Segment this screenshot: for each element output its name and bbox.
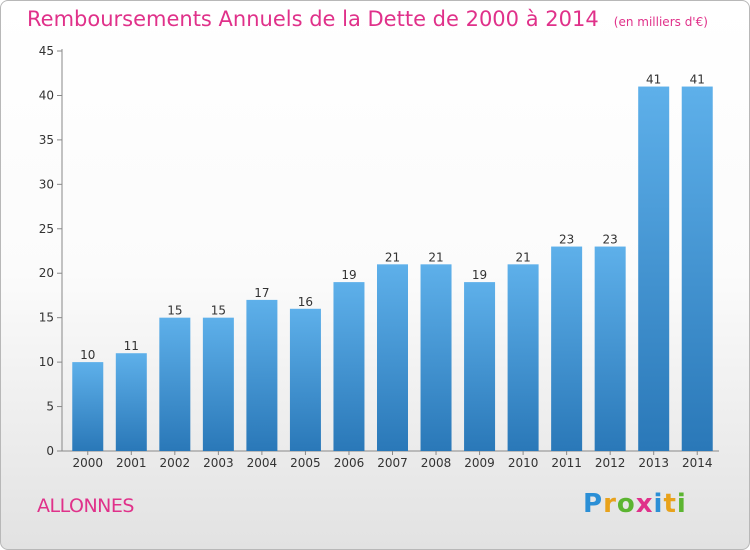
chart-unit: (en milliers d'€) bbox=[613, 15, 708, 29]
bar-2010 bbox=[507, 264, 539, 451]
logo-letter: x bbox=[635, 489, 654, 519]
logo-letter: i bbox=[676, 489, 687, 519]
x-tick-label-2005: 2005 bbox=[290, 456, 321, 470]
bar-2008 bbox=[420, 264, 452, 451]
x-tick-label-2007: 2007 bbox=[377, 456, 408, 470]
bar-2013 bbox=[638, 86, 670, 452]
y-tick-label: 35 bbox=[39, 133, 54, 147]
chart-title-block: Remboursements Annuels de la Dette de 20… bbox=[27, 7, 708, 31]
bar-2004 bbox=[246, 299, 278, 451]
logo-letter: o bbox=[616, 489, 636, 519]
bar-2007 bbox=[377, 264, 408, 451]
y-tick-label: 15 bbox=[39, 311, 54, 325]
y-tick-label: 20 bbox=[39, 266, 54, 280]
x-tick-label-2000: 2000 bbox=[72, 456, 103, 470]
bar-2000 bbox=[72, 362, 104, 451]
logo-letter: t bbox=[663, 489, 677, 519]
x-tick-label-2004: 2004 bbox=[247, 456, 278, 470]
y-tick-label: 30 bbox=[39, 177, 54, 191]
bar-2005 bbox=[289, 308, 321, 451]
x-tick-label-2010: 2010 bbox=[508, 456, 539, 470]
data-label-2010: 21 bbox=[515, 250, 530, 264]
x-tick-label-2008: 2008 bbox=[421, 456, 452, 470]
data-label-2012: 23 bbox=[603, 233, 618, 247]
x-tick-label-2009: 2009 bbox=[464, 456, 495, 470]
y-tick-label: 45 bbox=[39, 44, 54, 58]
data-label-2002: 15 bbox=[167, 304, 182, 318]
data-label-2011: 23 bbox=[559, 233, 574, 247]
data-label-2000: 10 bbox=[80, 348, 95, 362]
data-label-2008: 21 bbox=[428, 250, 443, 264]
commune-name: ALLONNES bbox=[37, 495, 134, 517]
y-tick-label: 0 bbox=[46, 444, 54, 458]
x-tick-label-2013: 2013 bbox=[638, 456, 669, 470]
x-tick-label-2012: 2012 bbox=[595, 456, 626, 470]
logo-letter: i bbox=[653, 489, 664, 519]
bar-2003 bbox=[202, 317, 234, 451]
data-label-2003: 15 bbox=[211, 304, 226, 318]
bar-2009 bbox=[464, 282, 496, 451]
y-tick-label: 25 bbox=[39, 222, 54, 236]
data-label-2001: 11 bbox=[124, 339, 139, 353]
data-label-2007: 21 bbox=[385, 250, 400, 264]
proxiti-logo: Proxiti bbox=[583, 489, 687, 519]
y-tick-label: 40 bbox=[39, 88, 54, 102]
logo-letter: r bbox=[603, 489, 617, 519]
x-tick-label-2014: 2014 bbox=[682, 456, 713, 470]
data-label-2013: 41 bbox=[646, 73, 661, 87]
bar-2012 bbox=[594, 246, 626, 451]
bar-2006 bbox=[333, 282, 365, 451]
logo-letter: P bbox=[583, 489, 604, 519]
x-tick-label-2006: 2006 bbox=[334, 456, 365, 470]
data-label-2006: 19 bbox=[341, 268, 356, 282]
y-tick-label: 10 bbox=[39, 355, 54, 369]
x-tick-label-2011: 2011 bbox=[551, 456, 582, 470]
data-label-2005: 16 bbox=[298, 295, 313, 309]
data-label-2014: 41 bbox=[690, 73, 705, 87]
data-label-2004: 17 bbox=[254, 286, 269, 300]
data-label-2009: 19 bbox=[472, 268, 487, 282]
x-tick-label-2002: 2002 bbox=[160, 456, 191, 470]
bar-2002 bbox=[159, 317, 191, 451]
x-tick-label-2001: 2001 bbox=[116, 456, 147, 470]
bar-2011 bbox=[551, 246, 583, 451]
y-tick-label: 5 bbox=[46, 400, 54, 414]
bar-2014 bbox=[681, 86, 713, 452]
x-tick-label-2003: 2003 bbox=[203, 456, 234, 470]
bar-2001 bbox=[115, 353, 147, 451]
chart-title: Remboursements Annuels de la Dette de 20… bbox=[27, 7, 599, 31]
